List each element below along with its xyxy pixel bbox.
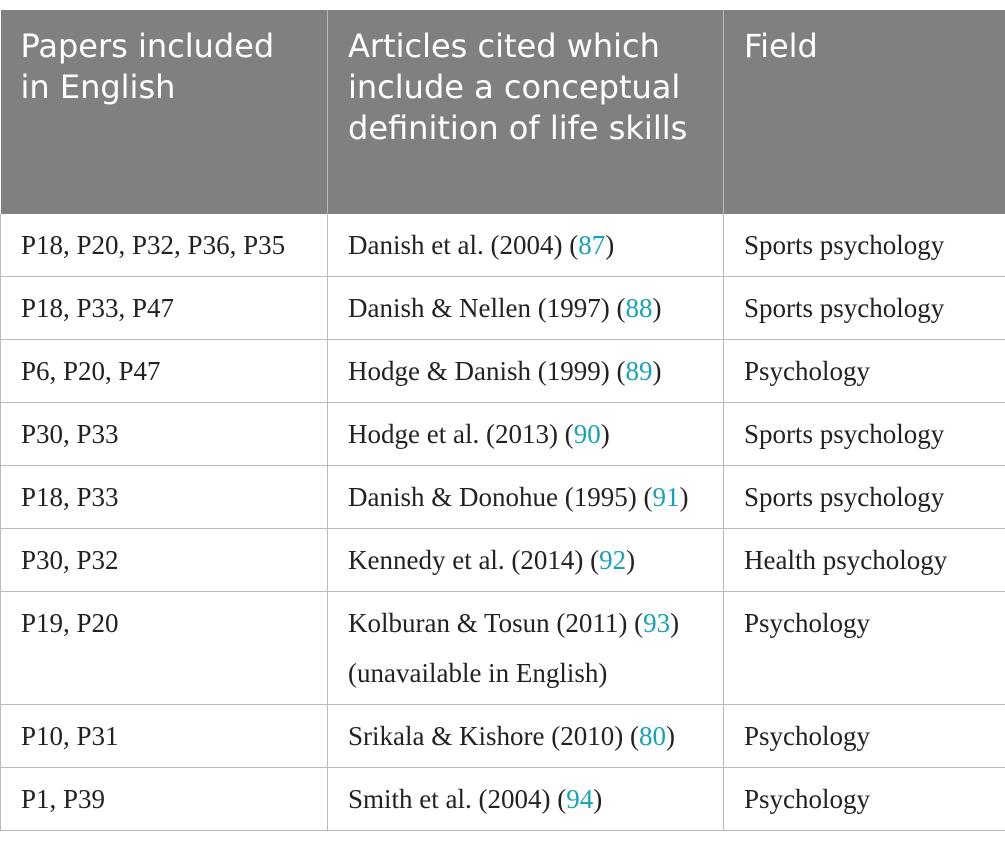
article-text: Danish & Nellen (1997) ( <box>348 293 626 323</box>
table-row: P19, P20 Kolburan & Tosun (2011) (93) (un… <box>0 591 1005 705</box>
reference-link[interactable]: 92 <box>599 545 627 575</box>
table-row: P18, P33, P47 Danish & Nellen (1997) (88… <box>0 276 1005 340</box>
article-cell: Kennedy et al. (2014) (92) <box>327 528 724 592</box>
papers-cell: P30, P33 <box>0 402 328 466</box>
reference-link[interactable]: 90 <box>573 419 601 449</box>
papers-cell: P10, P31 <box>0 704 328 768</box>
table-row: P30, P33 Hodge et al. (2013) (90) Sports… <box>0 402 1005 466</box>
close-paren: ) <box>593 784 603 814</box>
field-cell: Sports psychology <box>723 402 1005 466</box>
table-row: P6, P20, P47 Hodge & Danish (1999) (89) … <box>0 339 1005 403</box>
field-cell: Sports psychology <box>723 465 1005 529</box>
article-cell: Danish & Nellen (1997) (88) <box>327 276 724 340</box>
header-papers: Papers included in English <box>0 10 328 214</box>
reference-link[interactable]: 94 <box>566 784 594 814</box>
papers-cell: P18, P33 <box>0 465 328 529</box>
article-text: Danish et al. (2004) ( <box>348 230 579 260</box>
field-cell: Psychology <box>723 339 1005 403</box>
table-row: P18, P33 Danish & Donohue (1995) (91) Sp… <box>0 465 1005 529</box>
article-cell: Hodge et al. (2013) (90) <box>327 402 724 466</box>
close-paren: ) <box>626 545 636 575</box>
article-note: (unavailable in English) <box>348 658 608 688</box>
field-cell: Sports psychology <box>723 214 1005 277</box>
close-paren: ) <box>679 482 689 512</box>
header-articles: Articles cited which include a conceptua… <box>327 10 724 214</box>
reference-link[interactable]: 91 <box>652 482 680 512</box>
reference-link[interactable]: 88 <box>625 293 653 323</box>
papers-cell: P18, P20, P32, P36, P35 <box>0 214 328 277</box>
article-cell: Smith et al. (2004) (94) <box>327 767 724 831</box>
field-cell: Psychology <box>723 767 1005 831</box>
article-text: Kennedy et al. (2014) ( <box>348 545 600 575</box>
papers-cell: P18, P33, P47 <box>0 276 328 340</box>
article-cell: Danish & Donohue (1995) (91) <box>327 465 724 529</box>
article-cell: Danish et al. (2004) (87) <box>327 214 724 277</box>
close-paren: ) <box>605 230 615 260</box>
article-text: Srikala & Kishore (2010) ( <box>348 721 639 751</box>
close-paren: ) <box>652 293 662 323</box>
close-paren: ) <box>600 419 610 449</box>
header-field: Field <box>723 10 1005 214</box>
article-cell: Kolburan & Tosun (2011) (93) (unavailable… <box>327 591 724 705</box>
papers-cell: P30, P32 <box>0 528 328 592</box>
reference-link[interactable]: 93 <box>643 608 671 638</box>
papers-cell: P1, P39 <box>0 767 328 831</box>
article-text: Kolburan & Tosun (2011) ( <box>348 608 644 638</box>
close-paren: ) <box>670 608 680 638</box>
close-paren: ) <box>652 356 662 386</box>
reference-link[interactable]: 89 <box>625 356 653 386</box>
article-cell: Hodge & Danish (1999) (89) <box>327 339 724 403</box>
article-text: Danish & Donohue (1995) ( <box>348 482 653 512</box>
header-row: Papers included in English Articles cite… <box>0 10 1005 214</box>
table-row: P30, P32 Kennedy et al. (2014) (92) Heal… <box>0 528 1005 592</box>
table-row: P10, P31 Srikala & Kishore (2010) (80) P… <box>0 704 1005 768</box>
reference-link[interactable]: 80 <box>638 721 666 751</box>
article-cell: Srikala & Kishore (2010) (80) <box>327 704 724 768</box>
field-cell: Health psychology <box>723 528 1005 592</box>
table-row: P18, P20, P32, P36, P35 Danish et al. (2… <box>0 214 1005 277</box>
life-skills-table: Papers included in English Articles cite… <box>0 10 1005 831</box>
close-paren: ) <box>665 721 675 751</box>
papers-cell: P19, P20 <box>0 591 328 705</box>
field-cell: Sports psychology <box>723 276 1005 340</box>
article-text: Hodge et al. (2013) ( <box>348 419 574 449</box>
field-cell: Psychology <box>723 704 1005 768</box>
field-cell: Psychology <box>723 591 1005 705</box>
papers-cell: P6, P20, P47 <box>0 339 328 403</box>
reference-link[interactable]: 87 <box>578 230 606 260</box>
table-row: P1, P39 Smith et al. (2004) (94) Psychol… <box>0 767 1005 831</box>
article-text: Smith et al. (2004) ( <box>348 784 567 814</box>
article-text: Hodge & Danish (1999) ( <box>348 356 626 386</box>
